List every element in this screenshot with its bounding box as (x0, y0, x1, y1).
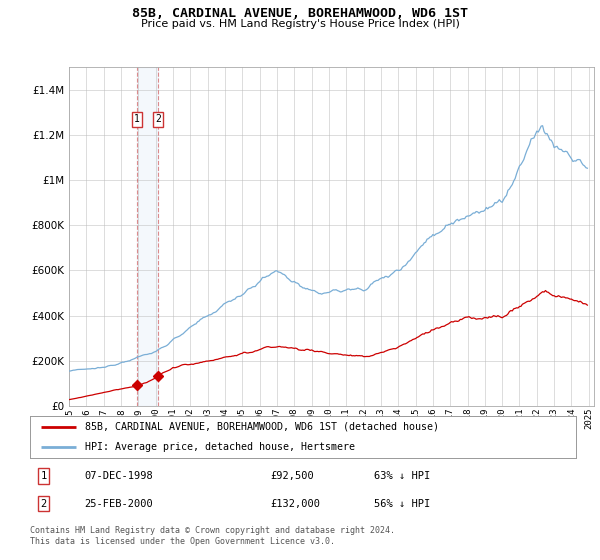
Text: 25-FEB-2000: 25-FEB-2000 (85, 498, 154, 508)
Text: 2: 2 (155, 114, 161, 124)
Text: 63% ↓ HPI: 63% ↓ HPI (374, 471, 430, 481)
Text: 56% ↓ HPI: 56% ↓ HPI (374, 498, 430, 508)
Text: 85B, CARDINAL AVENUE, BOREHAMWOOD, WD6 1ST: 85B, CARDINAL AVENUE, BOREHAMWOOD, WD6 1… (132, 7, 468, 20)
Text: 07-DEC-1998: 07-DEC-1998 (85, 471, 154, 481)
Text: 2: 2 (41, 498, 47, 508)
Text: 85B, CARDINAL AVENUE, BOREHAMWOOD, WD6 1ST (detached house): 85B, CARDINAL AVENUE, BOREHAMWOOD, WD6 1… (85, 422, 439, 432)
Text: 1: 1 (41, 471, 47, 481)
Text: 1: 1 (134, 114, 140, 124)
Text: HPI: Average price, detached house, Hertsmere: HPI: Average price, detached house, Hert… (85, 442, 355, 452)
Text: Contains HM Land Registry data © Crown copyright and database right 2024.
This d: Contains HM Land Registry data © Crown c… (30, 526, 395, 546)
Bar (137, 67, 158, 406)
Text: £92,500: £92,500 (270, 471, 314, 481)
Text: £132,000: £132,000 (270, 498, 320, 508)
Text: Price paid vs. HM Land Registry's House Price Index (HPI): Price paid vs. HM Land Registry's House … (140, 19, 460, 29)
